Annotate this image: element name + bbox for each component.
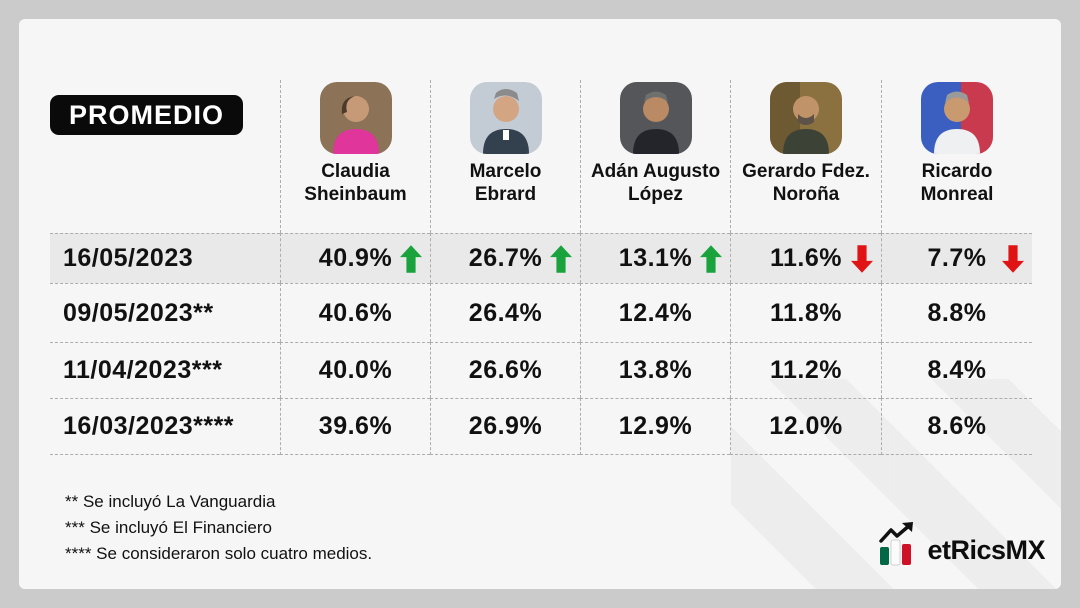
footnotes: ** Se incluyó La Vanguardia *** Se inclu… bbox=[65, 489, 372, 567]
trend-up-icon bbox=[700, 244, 722, 273]
avatar-gerardo-fdez-norona bbox=[770, 82, 842, 154]
column-header-marcelo-ebrard: Marcelo Ebrard bbox=[430, 80, 580, 233]
candidate-name: Gerardo Fdez. Noroña bbox=[742, 161, 870, 205]
infographic-card: PROMEDIO Claudia Sheinbaum Marcelo Ebrar… bbox=[19, 19, 1061, 589]
trend-up-icon bbox=[550, 244, 572, 273]
poll-value: 40.9% bbox=[318, 244, 393, 272]
row-date: 09/05/2023** bbox=[50, 283, 280, 342]
cell-monreal: 8.8% bbox=[881, 283, 1032, 342]
avatar-ricardo-monreal bbox=[921, 82, 993, 154]
cell-ebrard: 26.9% bbox=[430, 398, 580, 455]
avatar-claudia-sheinbaum bbox=[319, 82, 392, 154]
avatar-marcelo-ebrard bbox=[469, 82, 542, 154]
footnote-line: **** Se consideraron solo cuatro medios. bbox=[65, 544, 373, 563]
cell-adan: 12.4% bbox=[580, 283, 730, 342]
row-date: 16/05/2023 bbox=[50, 233, 280, 283]
cell-norona-latest: 11.6% bbox=[730, 233, 881, 283]
cell-sheinbaum: 40.0% bbox=[280, 342, 430, 398]
metricsmx-logo: etRicsMX bbox=[877, 521, 1045, 567]
poll-average-table: PROMEDIO Claudia Sheinbaum Marcelo Ebrar… bbox=[50, 80, 1032, 455]
cell-sheinbaum: 39.6% bbox=[280, 398, 430, 455]
candidate-name: Ricardo Monreal bbox=[920, 161, 994, 205]
cell-ebrard: 26.4% bbox=[430, 283, 580, 342]
cell-adan-latest: 13.1% bbox=[580, 233, 730, 283]
candidate-name: Claudia Sheinbaum bbox=[304, 161, 407, 205]
cell-adan: 13.8% bbox=[580, 342, 730, 398]
candidate-name: Adán Augusto López bbox=[590, 161, 721, 205]
column-header-claudia-sheinbaum: Claudia Sheinbaum bbox=[280, 80, 430, 233]
cell-norona: 12.0% bbox=[730, 398, 881, 455]
row-date: 16/03/2023**** bbox=[50, 398, 280, 455]
trend-down-icon bbox=[851, 244, 873, 273]
footnote-line: *** Se incluyó El Financiero bbox=[65, 518, 272, 537]
cell-ebrard: 26.6% bbox=[430, 342, 580, 398]
column-header-adan-augusto-lopez: Adán Augusto López bbox=[580, 80, 730, 233]
cell-ebrard-latest: 26.7% bbox=[430, 233, 580, 283]
poll-value: 7.7% bbox=[927, 244, 987, 272]
logo-wordmark: etRicsMX bbox=[927, 535, 1045, 565]
cell-norona: 11.2% bbox=[730, 342, 881, 398]
cell-monreal: 8.6% bbox=[881, 398, 1032, 455]
cell-norona: 11.8% bbox=[730, 283, 881, 342]
trend-up-icon bbox=[400, 244, 422, 273]
trend-down-icon bbox=[1002, 244, 1024, 273]
table-corner-cell: PROMEDIO bbox=[50, 80, 280, 233]
avatar-adan-augusto-lopez bbox=[619, 82, 692, 154]
poll-value: 26.7% bbox=[468, 244, 543, 272]
poll-value: 11.6% bbox=[769, 244, 842, 272]
footnote-line: ** Se incluyó La Vanguardia bbox=[65, 492, 276, 511]
promedio-badge: PROMEDIO bbox=[50, 95, 244, 135]
column-header-ricardo-monreal: Ricardo Monreal bbox=[881, 80, 1032, 233]
cell-adan: 12.9% bbox=[580, 398, 730, 455]
cell-monreal-latest: 7.7% bbox=[881, 233, 1032, 283]
candidate-name: Marcelo Ebrard bbox=[469, 161, 542, 205]
poll-value: 13.1% bbox=[618, 244, 693, 272]
column-header-gerardo-fdez-norona: Gerardo Fdez. Noroña bbox=[730, 80, 881, 233]
cell-sheinbaum: 40.6% bbox=[280, 283, 430, 342]
cell-monreal: 8.4% bbox=[881, 342, 1032, 398]
metricsmx-chart-icon bbox=[877, 521, 923, 567]
row-date: 11/04/2023*** bbox=[50, 342, 280, 398]
cell-sheinbaum-latest: 40.9% bbox=[280, 233, 430, 283]
